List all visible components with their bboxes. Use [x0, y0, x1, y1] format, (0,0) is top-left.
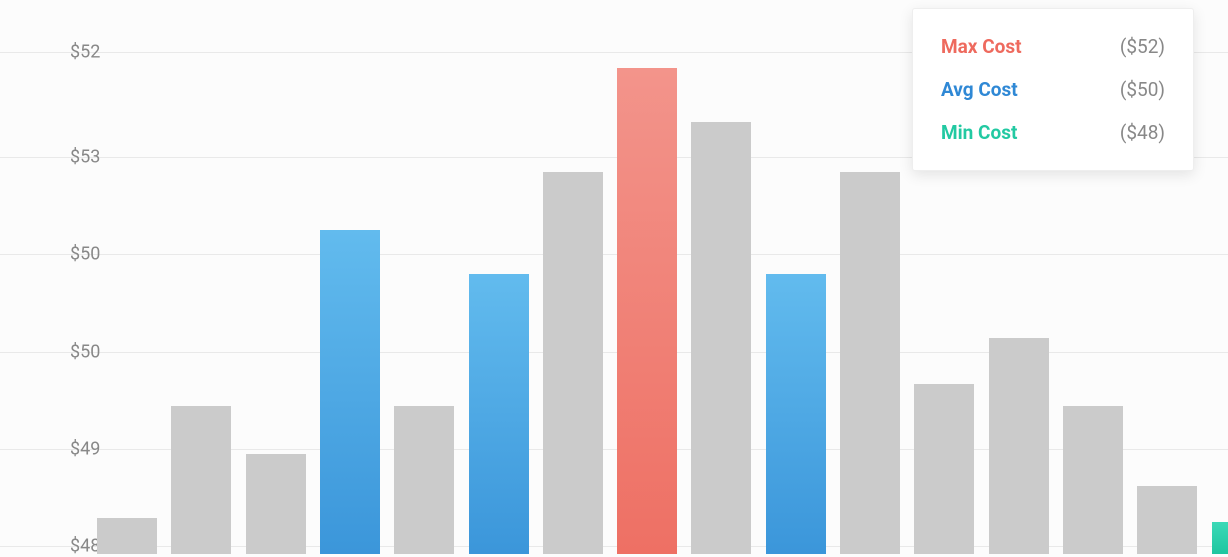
bar-gray	[246, 454, 306, 554]
legend-value: ($48)	[1120, 123, 1165, 142]
legend-label: Avg Cost	[941, 80, 1018, 99]
bar-gray	[1063, 406, 1123, 554]
bar-red	[617, 68, 677, 554]
bar-gray	[691, 122, 751, 554]
bar-gray	[543, 172, 603, 554]
bar-blue	[766, 274, 826, 554]
bar-gray	[171, 406, 231, 554]
bar-gray	[914, 384, 974, 554]
bar-blue	[469, 274, 529, 554]
legend-row: Min Cost ($48)	[941, 111, 1165, 148]
bar-teal	[1212, 522, 1228, 554]
legend-value: ($52)	[1120, 37, 1165, 56]
bar-gray	[394, 406, 454, 554]
legend-value: ($50)	[1120, 80, 1165, 99]
legend-row: Avg Cost ($50)	[941, 68, 1165, 111]
legend-label: Max Cost	[941, 37, 1022, 56]
bar-gray	[840, 172, 900, 554]
bar-gray	[1137, 486, 1197, 554]
bar-gray	[97, 518, 157, 554]
bar-gray	[989, 338, 1049, 554]
bar-blue	[320, 230, 380, 554]
cost-bar-chart: $52$53$50$50$49$48 Max Cost($52)Avg Cost…	[0, 0, 1228, 554]
legend-row: Max Cost ($52)	[941, 31, 1165, 68]
legend-box: Max Cost ($52) Avg Cost ($50) Min Cost ($48)	[912, 8, 1194, 171]
legend-label: Min Cost	[941, 123, 1017, 142]
